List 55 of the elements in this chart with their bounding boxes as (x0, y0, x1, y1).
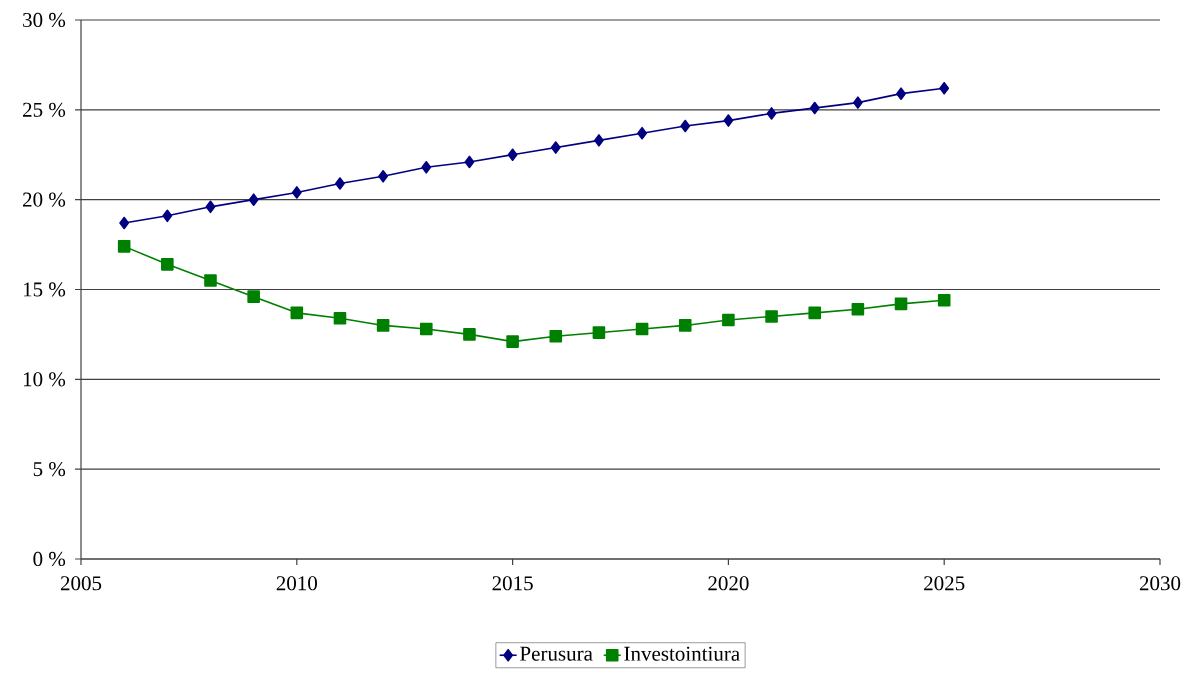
y-tick-label: 5 % (33, 462, 66, 477)
point (119, 216, 130, 230)
point (635, 322, 649, 336)
point (507, 148, 518, 162)
point (248, 193, 259, 206)
x-tick-label: 2025 (924, 576, 965, 591)
point (463, 328, 476, 341)
point (419, 322, 433, 336)
point (204, 274, 217, 287)
point (723, 114, 734, 127)
x-tick-label: 2030 (1139, 576, 1181, 591)
y-tick-label: 20 % (23, 192, 66, 207)
point (464, 155, 475, 169)
point (376, 319, 390, 332)
point (550, 141, 561, 154)
x-tick-label: 2015 (492, 576, 533, 591)
point (592, 326, 606, 339)
point (722, 313, 735, 327)
point (247, 290, 260, 303)
y-tick-label: 30 % (23, 12, 66, 28)
point (937, 293, 951, 307)
point (205, 200, 216, 214)
point (333, 311, 347, 325)
point (939, 81, 950, 95)
point (594, 134, 604, 147)
point (637, 126, 648, 140)
point (291, 186, 302, 199)
x-tick-label: 2020 (708, 576, 749, 591)
point (506, 335, 519, 348)
point (678, 319, 692, 332)
point (117, 240, 131, 253)
point (421, 161, 432, 174)
legend-label: Perusura (520, 646, 593, 661)
point (162, 209, 173, 223)
point (161, 258, 174, 271)
legend-label: Investointiura (624, 646, 740, 661)
x-tick-label: 2005 (60, 576, 102, 591)
y-tick-label: 25 % (23, 102, 66, 117)
point (851, 302, 865, 316)
y-tick-label: 10 % (23, 372, 66, 387)
point (549, 329, 563, 343)
point (894, 297, 908, 311)
point (290, 306, 304, 320)
point (852, 96, 863, 109)
y-tick-label: 15 % (23, 282, 66, 297)
point (765, 310, 778, 323)
point (378, 170, 389, 183)
point (808, 306, 822, 320)
y-tick-label: 0 % (33, 551, 66, 567)
x-tick-label: 2010 (276, 576, 318, 591)
point (809, 101, 820, 115)
point (766, 107, 777, 120)
point (680, 119, 691, 133)
point (896, 87, 906, 100)
point (335, 177, 345, 190)
